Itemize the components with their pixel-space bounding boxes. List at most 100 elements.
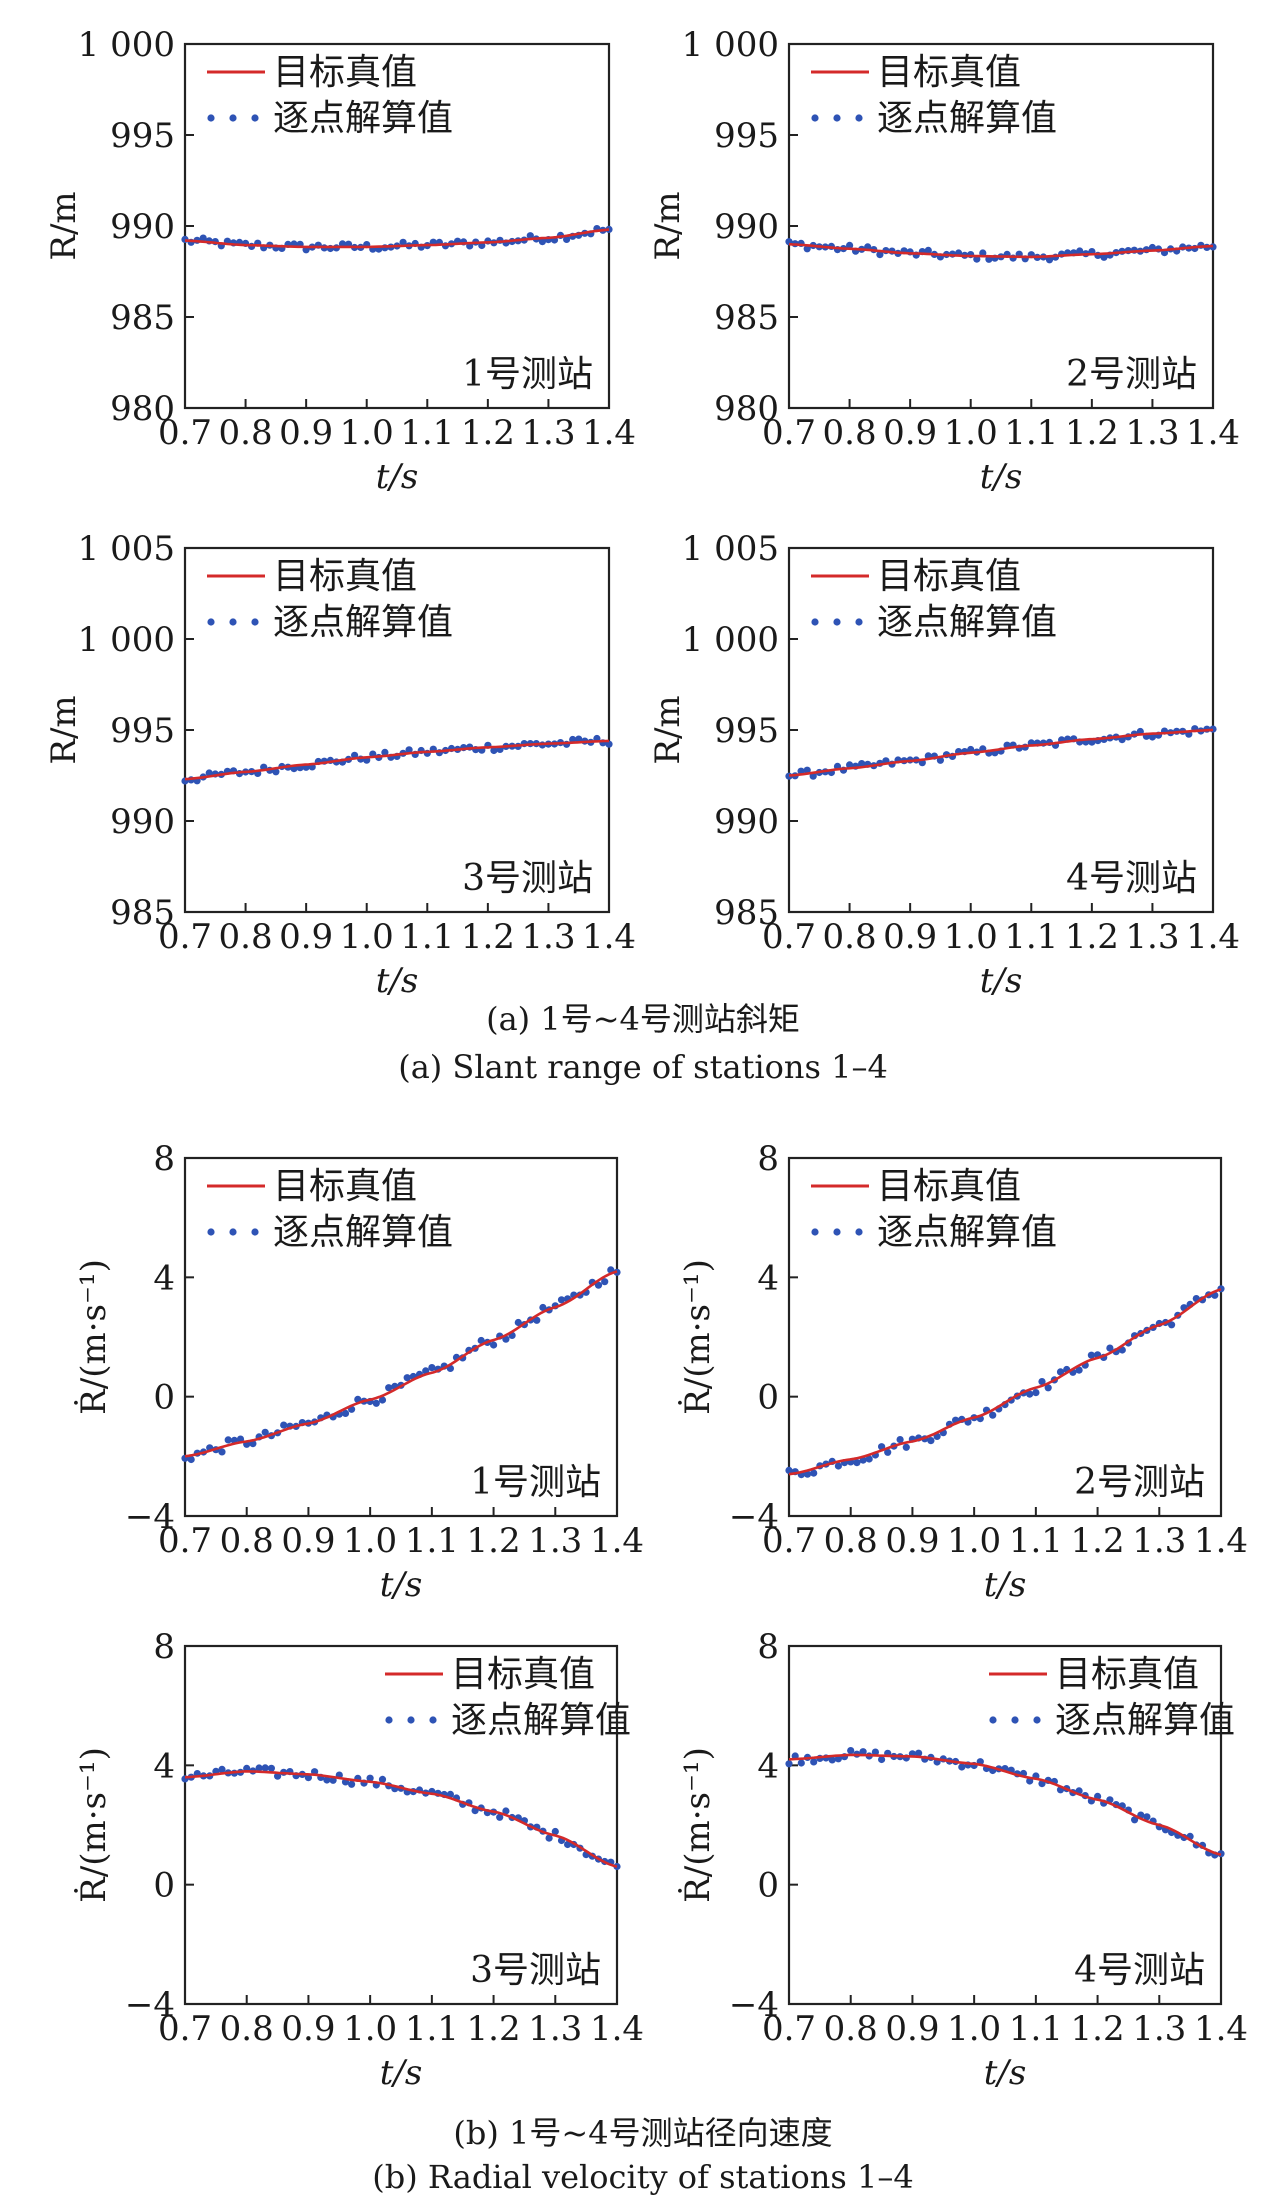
legend-dot-swatch <box>855 1228 863 1236</box>
x-tick-label: 1.4 <box>590 1521 644 1561</box>
solution-point <box>1100 253 1108 261</box>
truth-line <box>788 1288 1222 1476</box>
solution-point <box>871 1748 880 1756</box>
chart-panel-range-s2: 0.7 0.8 0.9 1.0 1.1 1.2 1.3 1.4 980 985 990 995 1 00… <box>648 25 1240 497</box>
solution-point <box>884 1448 892 1456</box>
x-tick-label: 1.1 <box>400 917 454 957</box>
x-tick-label: 1.2 <box>1071 1521 1125 1561</box>
solution-point <box>810 1469 818 1477</box>
x-tick-label: 0.9 <box>883 917 937 957</box>
x-tick-label: 1.0 <box>944 413 998 453</box>
y-tick-label: 1 000 <box>78 25 175 65</box>
y-tick-label: 985 <box>110 893 175 933</box>
solution-point <box>551 1827 559 1836</box>
y-tick-label: −4 <box>125 1985 175 2025</box>
legend-dot-swatch <box>385 1716 393 1724</box>
y-tick-label: 985 <box>110 298 175 338</box>
solution-point <box>989 1411 997 1419</box>
x-tick-label: 1.1 <box>400 413 454 453</box>
legend-dot-swatch <box>811 114 819 122</box>
solution-point <box>272 768 280 776</box>
legend-dot-swatch <box>855 618 863 626</box>
solution-point <box>399 238 407 246</box>
legend-label-solution: 逐点解算值 <box>273 602 453 643</box>
station-label: 4号测站 <box>1074 1950 1205 1991</box>
solution-point <box>304 1774 312 1782</box>
solution-point <box>255 1764 263 1772</box>
y-tick-label: 1 005 <box>78 529 175 569</box>
x-axis-label: t/s <box>984 1565 1027 1605</box>
legend-dot-swatch <box>229 1228 237 1236</box>
x-tick-label: 0.9 <box>883 413 937 453</box>
x-tick-label: 1.2 <box>1065 917 1119 957</box>
solution-point <box>538 238 547 246</box>
station-label: 1号测站 <box>462 354 593 395</box>
station-label: 2号测站 <box>1074 1462 1205 1503</box>
solution-point <box>1106 1344 1114 1352</box>
y-tick-label: 980 <box>110 389 175 429</box>
solution-point <box>575 735 583 743</box>
solution-point <box>1148 733 1156 741</box>
legend-dot-swatch <box>207 1228 215 1236</box>
truth-line <box>788 242 1214 259</box>
solution-point <box>218 1765 226 1773</box>
y-tick-label: 1 000 <box>682 25 779 65</box>
x-tick-label: 1.4 <box>1194 1521 1248 1561</box>
plot-frame <box>787 1156 1223 1518</box>
y-tick-label: 1 005 <box>682 529 779 569</box>
solution-point <box>797 1759 805 1767</box>
legend-dot-swatch <box>811 618 819 626</box>
x-tick-label: 1.2 <box>467 1521 521 1561</box>
x-tick-label: 1.4 <box>582 413 636 453</box>
x-tick-label: 1.3 <box>1125 917 1179 957</box>
legend-dot-swatch <box>207 618 215 626</box>
y-tick-label: 985 <box>714 298 779 338</box>
solution-point <box>348 1780 356 1788</box>
solution-point <box>514 1318 522 1327</box>
x-tick-label: 0.9 <box>281 2009 335 2049</box>
x-axis-label: t/s <box>980 457 1023 497</box>
solution-point <box>809 772 817 780</box>
y-tick-label: 995 <box>714 116 779 156</box>
x-tick-label: 1.0 <box>944 917 998 957</box>
solution-point <box>372 1399 380 1407</box>
legend-label-truth: 目标真值 <box>273 556 417 597</box>
x-tick-label: 0.9 <box>279 917 333 957</box>
solution-point <box>785 1760 793 1768</box>
x-tick-label: 1.4 <box>1186 413 1240 453</box>
y-tick-label: 8 <box>153 1627 175 1667</box>
station-label: 2号测站 <box>1066 354 1197 395</box>
solution-point <box>378 1396 387 1404</box>
legend-label-truth: 目标真值 <box>1055 1654 1199 1695</box>
y-tick-label: 990 <box>714 207 779 247</box>
y-tick-label: 8 <box>757 1627 779 1667</box>
solution-point <box>533 1316 541 1324</box>
x-tick-label: 0.9 <box>885 1521 939 1561</box>
station-label: 3号测站 <box>470 1950 601 1991</box>
y-axis-label: R/m <box>44 695 84 764</box>
legend-dot-swatch <box>1033 1716 1041 1724</box>
x-tick-label: 0.8 <box>219 917 273 957</box>
legend-dot-swatch <box>833 1228 841 1236</box>
y-tick-label: −4 <box>729 1985 779 2025</box>
solution-point <box>366 1774 374 1782</box>
x-tick-label: 0.9 <box>281 1521 335 1561</box>
y-axis-label: R/m <box>648 191 688 260</box>
legend-dot-swatch <box>833 618 841 626</box>
solution-point <box>274 1772 282 1780</box>
y-tick-label: 4 <box>153 1746 175 1786</box>
truth-line <box>184 228 610 249</box>
x-tick-label: 0.7 <box>158 413 212 453</box>
legend-label-solution: 逐点解算值 <box>877 98 1057 139</box>
solution-point <box>526 232 534 240</box>
legend-label-truth: 目标真值 <box>877 556 1021 597</box>
solution-point <box>323 1776 331 1784</box>
x-tick-label: 1.0 <box>343 2009 397 2049</box>
x-tick-label: 1.3 <box>1132 1521 1186 1561</box>
x-tick-label: 1.4 <box>1186 917 1240 957</box>
